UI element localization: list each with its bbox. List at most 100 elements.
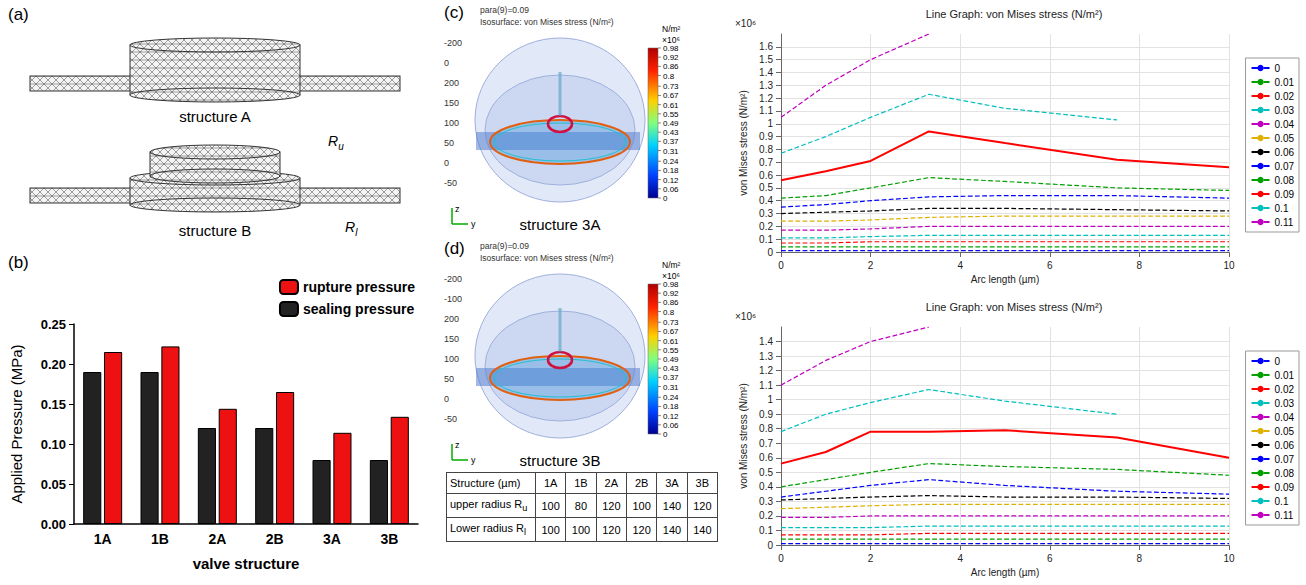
svg-text:0.6: 0.6 <box>759 452 773 463</box>
svg-text:-50: -50 <box>444 414 457 424</box>
svg-text:1.3: 1.3 <box>759 351 773 362</box>
svg-text:100: 100 <box>444 354 459 364</box>
svg-text:para(9)=0.09: para(9)=0.09 <box>480 241 529 251</box>
svg-text:0: 0 <box>1275 356 1281 367</box>
svg-text:0.11: 0.11 <box>1275 217 1294 228</box>
svg-text:0.86: 0.86 <box>663 62 679 71</box>
svg-text:0.18: 0.18 <box>663 166 679 175</box>
svg-text:0.4: 0.4 <box>759 481 773 492</box>
svg-text:0.03: 0.03 <box>1275 105 1295 116</box>
svg-text:1.4: 1.4 <box>759 67 773 78</box>
svg-text:0.09: 0.09 <box>1275 482 1295 493</box>
svg-text:200: 200 <box>444 78 459 88</box>
svg-text:×10⁶: ×10⁶ <box>662 271 680 281</box>
svg-text:0.07: 0.07 <box>1275 161 1295 172</box>
svg-text:Isosurface: von Mises stress (: Isosurface: von Mises stress (N/m²) <box>480 253 614 263</box>
svg-text:0.8: 0.8 <box>759 423 773 434</box>
svg-text:×10⁶: ×10⁶ <box>662 35 680 45</box>
svg-text:0.24: 0.24 <box>663 157 679 166</box>
svg-text:×10⁶: ×10⁶ <box>735 311 756 322</box>
svg-text:0.4: 0.4 <box>759 195 773 206</box>
svg-text:0.2: 0.2 <box>759 510 773 521</box>
svg-text:1.2: 1.2 <box>759 365 773 376</box>
svg-text:0.98: 0.98 <box>663 44 679 53</box>
svg-text:0.49: 0.49 <box>663 119 679 128</box>
svg-text:0.9: 0.9 <box>759 409 773 420</box>
svg-text:rupture pressure: rupture pressure <box>303 279 415 295</box>
svg-text:0.92: 0.92 <box>663 53 679 62</box>
svg-text:0.1: 0.1 <box>1275 203 1289 214</box>
svg-text:0.20: 0.20 <box>41 357 66 372</box>
svg-text:0.31: 0.31 <box>663 383 679 392</box>
svg-text:0.01: 0.01 <box>1275 77 1295 88</box>
svg-text:4: 4 <box>957 260 963 271</box>
svg-text:0: 0 <box>767 540 773 551</box>
svg-text:0.12: 0.12 <box>663 412 679 421</box>
svg-text:structure B: structure B <box>179 222 252 239</box>
svg-text:0.2: 0.2 <box>759 221 773 232</box>
svg-text:0.7: 0.7 <box>759 157 773 168</box>
svg-text:200: 200 <box>444 314 459 324</box>
svg-text:1: 1 <box>767 394 773 405</box>
svg-text:10: 10 <box>1223 553 1235 564</box>
svg-text:2B: 2B <box>266 531 284 547</box>
svg-text:0.55: 0.55 <box>663 346 679 355</box>
svg-text:von Mises stress (N/m²): von Mises stress (N/m²) <box>738 90 749 196</box>
svg-text:0.06: 0.06 <box>663 185 679 194</box>
svg-text:1A: 1A <box>94 531 112 547</box>
svg-text:0: 0 <box>767 247 773 258</box>
svg-text:0.05: 0.05 <box>41 477 66 492</box>
svg-text:0.6: 0.6 <box>759 170 773 181</box>
svg-text:(c): (c) <box>444 3 464 22</box>
svg-text:0.06: 0.06 <box>1275 440 1295 451</box>
svg-text:0.98: 0.98 <box>663 280 679 289</box>
svg-text:z: z <box>455 204 460 214</box>
svg-text:2A: 2A <box>208 531 226 547</box>
svg-text:0.55: 0.55 <box>663 110 679 119</box>
svg-text:0.92: 0.92 <box>663 289 679 298</box>
svg-text:0.7: 0.7 <box>759 438 773 449</box>
svg-text:1.6: 1.6 <box>759 41 773 52</box>
svg-text:y: y <box>471 219 476 229</box>
svg-text:0.49: 0.49 <box>663 355 679 364</box>
svg-text:0: 0 <box>663 194 668 203</box>
svg-text:Line Graph: von Mises stress (: Line Graph: von Mises stress (N/m²) <box>926 301 1103 313</box>
svg-text:0: 0 <box>1275 63 1281 74</box>
svg-text:0.5: 0.5 <box>759 467 773 478</box>
svg-text:valve structure: valve structure <box>193 555 300 572</box>
svg-text:z: z <box>455 440 460 450</box>
svg-text:0.12: 0.12 <box>663 176 679 185</box>
svg-text:3A: 3A <box>323 531 341 547</box>
svg-text:0.73: 0.73 <box>663 82 679 91</box>
svg-text:0.8: 0.8 <box>663 72 675 81</box>
svg-text:0.08: 0.08 <box>1275 468 1295 479</box>
svg-text:(b): (b) <box>8 253 29 272</box>
svg-text:(a): (a) <box>8 5 29 24</box>
svg-text:50: 50 <box>444 374 454 384</box>
svg-text:0.00: 0.00 <box>41 517 66 532</box>
svg-text:0.8: 0.8 <box>759 144 773 155</box>
svg-text:0.3: 0.3 <box>759 496 773 507</box>
svg-text:Ru: Ru <box>328 133 344 152</box>
svg-text:0: 0 <box>778 553 784 564</box>
svg-text:0.07: 0.07 <box>1275 454 1295 465</box>
svg-text:0.61: 0.61 <box>663 101 679 110</box>
svg-text:structure 3A: structure 3A <box>520 216 601 233</box>
svg-text:1B: 1B <box>151 531 169 547</box>
svg-text:0.09: 0.09 <box>1275 189 1295 200</box>
svg-text:structure A: structure A <box>179 108 251 125</box>
svg-text:(d): (d) <box>444 239 465 258</box>
svg-text:0.8: 0.8 <box>663 308 675 317</box>
svg-text:-100: -100 <box>444 294 462 304</box>
svg-text:1.2: 1.2 <box>759 93 773 104</box>
svg-text:0.9: 0.9 <box>759 131 773 142</box>
svg-text:10: 10 <box>1223 260 1235 271</box>
svg-text:0.01: 0.01 <box>1275 370 1295 381</box>
svg-text:2: 2 <box>868 260 874 271</box>
svg-text:Isosurface: von Mises stress (: Isosurface: von Mises stress (N/m²) <box>480 17 614 27</box>
svg-text:1.4: 1.4 <box>759 336 773 347</box>
svg-text:0.18: 0.18 <box>663 402 679 411</box>
svg-text:-50: -50 <box>444 178 457 188</box>
svg-text:1.5: 1.5 <box>759 54 773 65</box>
svg-text:0.24: 0.24 <box>663 393 679 402</box>
